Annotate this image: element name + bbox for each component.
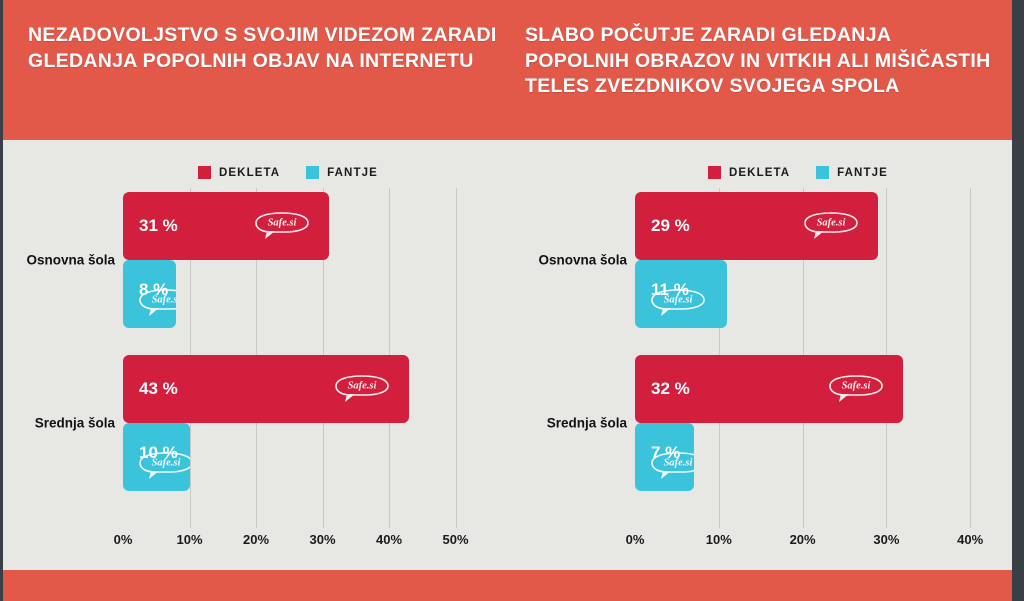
bar-value-label: 8 % — [139, 280, 169, 299]
left-chart-title: NEZADOVOLJSTVO S SVOJIM VIDEZOM ZARADI G… — [28, 24, 497, 72]
chart-left: 0% 10% 20% 30% 40% 50% Osnovna šola 31 % Safe.si… — [3, 140, 508, 570]
safesi-watermark-icon: Safe.si — [825, 374, 887, 404]
legend-swatch-boys-icon — [306, 166, 320, 179]
x-axis-tick-label: 50% — [442, 532, 469, 547]
x-axis-tick-label: 40% — [375, 532, 403, 547]
x-axis-tick-label: 40% — [957, 532, 984, 547]
bar-boys[interactable]: 11 % Safe.si — [635, 260, 728, 328]
right-frame-edge — [1012, 0, 1024, 601]
legend-right: DEKLETA FANTJE — [708, 166, 888, 179]
bar-girls[interactable]: 31 % Safe.si — [123, 192, 330, 260]
header-band: NEZADOVOLJSTVO S SVOJIM VIDEZOM ZARADI G… — [3, 0, 1012, 140]
safesi-watermark-icon: Safe.si — [331, 374, 393, 404]
bar-boys[interactable]: 7 % Safe.si — [635, 423, 694, 491]
legend-swatch-boys-icon — [816, 166, 830, 179]
x-axis-tick-label: 10% — [176, 532, 203, 547]
bar-girls[interactable]: 29 % Safe.si — [635, 192, 879, 260]
legend-label-girls: DEKLETA — [729, 166, 791, 179]
bar-value-label: 7 % — [651, 443, 681, 462]
legend-item-boys[interactable]: FANTJE — [306, 166, 378, 179]
x-axis-tick-label: 20% — [789, 532, 816, 547]
category-label: Srednja šola — [34, 415, 115, 431]
bar-value-label: 29 % — [651, 216, 690, 235]
legend-swatch-girls-icon — [708, 166, 721, 179]
svg-text:Safe.si: Safe.si — [817, 218, 846, 229]
legend-label-boys: FANTJE — [327, 166, 378, 179]
category-label: Srednja šola — [546, 415, 627, 431]
legend-label-girls: DEKLETA — [219, 166, 281, 179]
legend-swatch-girls-icon — [198, 166, 211, 179]
legend-item-boys[interactable]: FANTJE — [816, 166, 888, 179]
x-axis-tick-label: 20% — [242, 532, 270, 547]
safesi-watermark-icon: Safe.si — [251, 211, 313, 241]
right-chart-title: SLABO POČUTJE ZARADI GLEDANJA POPOLNIH O… — [525, 24, 991, 97]
bar-girls[interactable]: 43 % Safe.si — [123, 355, 409, 423]
x-axis-tick-label: 10% — [705, 532, 732, 547]
category-label: Osnovna šola — [26, 252, 115, 268]
x-axis-tick-label: 0% — [625, 532, 645, 547]
bar-boys[interactable]: 8 %Safe.si — [123, 260, 177, 328]
bar-value-label: 32 % — [651, 379, 690, 398]
svg-text:Safe.si: Safe.si — [842, 381, 871, 392]
x-axis-tick-label: 0% — [113, 532, 133, 547]
x-axis-tick-label: 30% — [309, 532, 336, 547]
legend-left: DEKLETA FANTJE — [198, 166, 378, 179]
bar-value-label: 10 % — [139, 443, 178, 462]
footer-band — [3, 570, 1012, 601]
bar-girls[interactable]: 32 % Safe.si — [635, 355, 904, 423]
legend-item-girls[interactable]: DEKLETA — [708, 166, 790, 179]
bar-value-label: 11 % — [651, 280, 689, 299]
svg-text:Safe.si: Safe.si — [348, 381, 377, 392]
bar-value-label: 31 % — [139, 216, 178, 235]
left-frame-edge — [0, 0, 3, 601]
gridline — [970, 188, 972, 528]
chart-right: 0% 10% 20% 30% 40% Osnovna šola 29 % Safe.si 11 … — [508, 140, 1012, 570]
bar-boys[interactable]: 10 % Safe.si — [123, 423, 190, 491]
bar-value-label: 43 % — [139, 379, 178, 398]
x-axis-tick-label: 30% — [873, 532, 900, 547]
svg-text:Safe.si: Safe.si — [268, 218, 297, 229]
safesi-watermark-icon: Safe.si — [800, 211, 862, 241]
legend-item-girls[interactable]: DEKLETA — [198, 166, 280, 179]
charts-canvas: 0% 10% 20% 30% 40% 50% Osnovna šola 31 % Safe.si… — [3, 140, 1012, 570]
category-label: Osnovna šola — [538, 252, 627, 268]
gridline — [455, 188, 457, 528]
legend-label-boys: FANTJE — [837, 166, 888, 179]
